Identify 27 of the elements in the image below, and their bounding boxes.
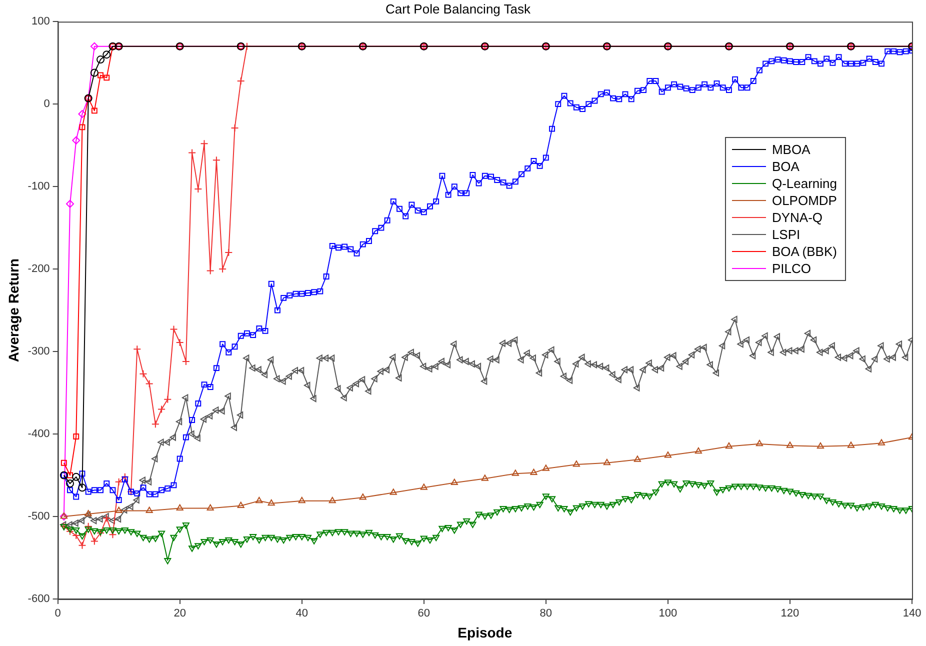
x-tick-label: 80 <box>540 608 552 620</box>
x-tick-label: 100 <box>658 608 678 620</box>
x-tick-label: 0 <box>54 608 61 620</box>
x-tick-label: 60 <box>418 608 430 620</box>
legend-label: BOA <box>772 159 800 174</box>
legend-label: OLPOMDP <box>772 193 837 208</box>
legend-label: DYNA-Q <box>772 210 823 225</box>
legend-label: Q-Learning <box>772 176 837 191</box>
y-tick-label: -500 <box>28 510 50 523</box>
legend-label: LSPI <box>772 227 800 242</box>
y-tick-label: -200 <box>28 263 50 276</box>
x-tick-label: 20 <box>174 608 186 620</box>
chart-title: Cart Pole Balancing Task <box>385 1 531 16</box>
y-axis-title: Average Return <box>5 258 22 362</box>
legend-label: PILCO <box>772 261 811 276</box>
y-tick-label: -600 <box>28 593 50 606</box>
y-tick-label: 100 <box>31 16 50 28</box>
legend-label: MBOA <box>772 142 810 157</box>
y-tick-label: -100 <box>28 180 50 193</box>
x-tick-label: 120 <box>780 608 800 620</box>
y-tick-label: 0 <box>44 98 50 110</box>
x-axis-title: Episode <box>458 624 512 640</box>
y-tick-label: -300 <box>28 346 50 358</box>
legend-label: BOA (BBK) <box>772 244 837 259</box>
x-tick-label: 40 <box>296 608 308 620</box>
y-tick-label: -400 <box>28 428 50 440</box>
x-tick-label: 140 <box>902 608 922 620</box>
